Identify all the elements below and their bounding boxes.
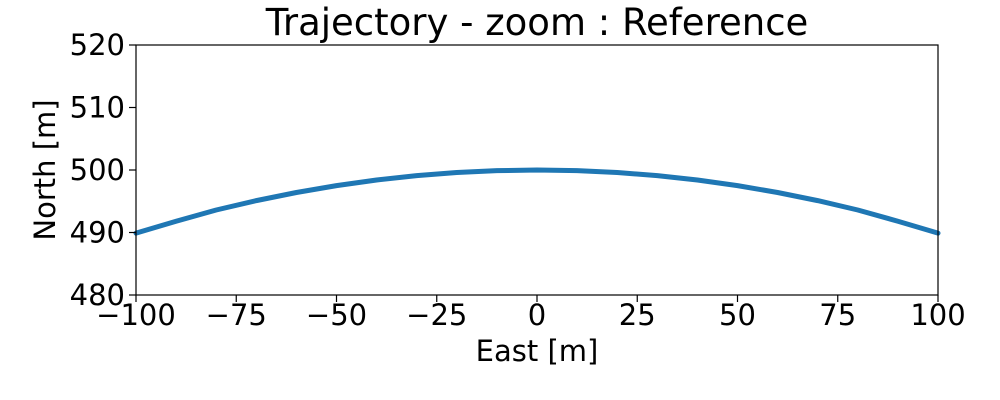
plot-area [133, 167, 941, 236]
x-tick-label: −75 [206, 298, 267, 332]
x-tick-label: −50 [306, 298, 367, 332]
x-tick-label: 75 [819, 298, 856, 332]
y-axis-label: North [m] [28, 99, 62, 240]
tick-layer: −100 −75 −50 −25 0 25 50 75 100 480 490 500 510 520 [70, 28, 966, 332]
x-tick-label: 25 [619, 298, 656, 332]
x-tick-label: −25 [406, 298, 467, 332]
x-axis-label: East [m] [476, 334, 599, 368]
series-line-0 [133, 167, 941, 236]
x-tick-label: −100 [96, 298, 176, 332]
x-tick-label: 100 [910, 298, 965, 332]
chart-title: Trajectory - zoom : Reference [265, 1, 809, 44]
y-tick-label: 510 [70, 91, 125, 125]
x-tick-label: 50 [719, 298, 756, 332]
y-tick-label: 520 [70, 28, 125, 62]
y-tick-label: 490 [70, 216, 125, 250]
x-tick-label: 0 [528, 298, 546, 332]
y-tick-label: 480 [70, 278, 125, 312]
y-tick-label: 500 [70, 153, 125, 187]
